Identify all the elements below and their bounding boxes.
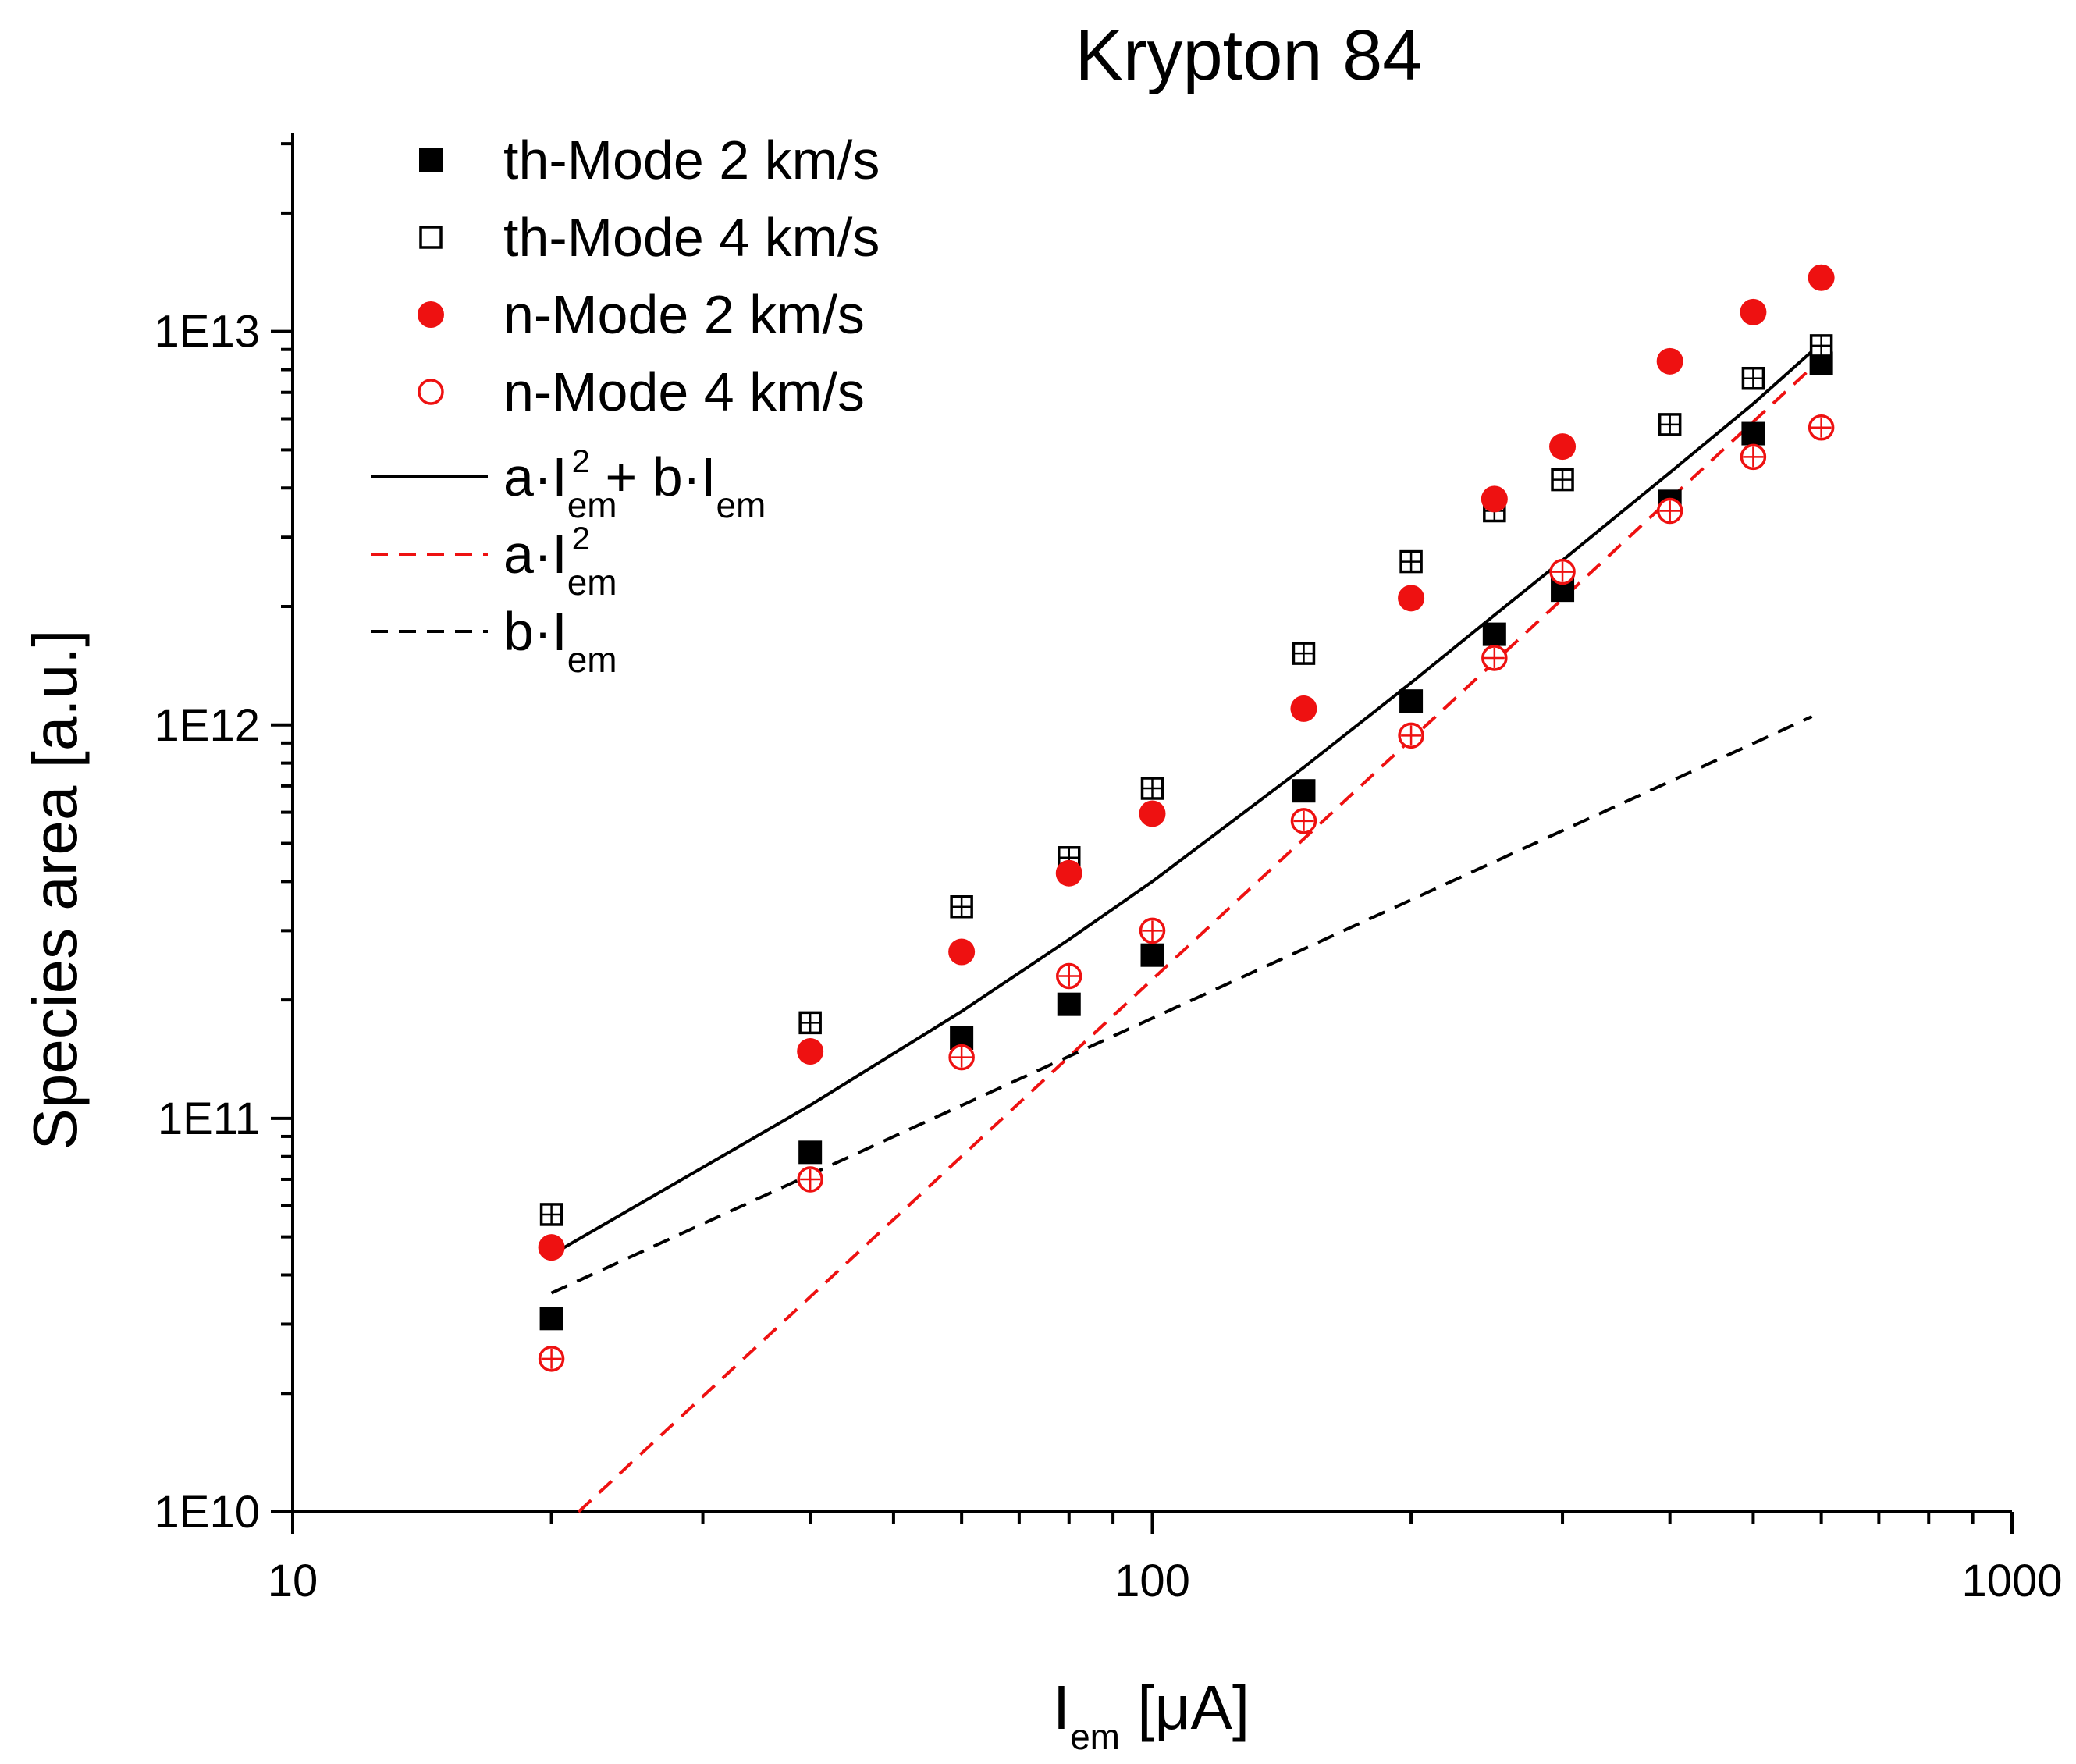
legend-marker: [419, 226, 443, 249]
data-point: [1290, 695, 1317, 722]
legend-label-part: b·I: [503, 601, 567, 662]
data-point: [1808, 264, 1835, 291]
marker-outline: [419, 226, 443, 249]
axes: 10 100 1000 1E10 1E11 1E12 1E13: [155, 133, 2063, 1606]
legend-label-part: + b·I: [590, 446, 716, 507]
legend: th-Mode 2 km/s th-Mode 4 km/s n-Mode 2 km/…: [371, 130, 880, 680]
legend-marker: [419, 148, 443, 172]
legend-label: th-Mode 4 km/s: [503, 207, 880, 268]
data-point: [1292, 779, 1316, 803]
legend-label: a·Iem2 + b·Iem: [503, 443, 766, 525]
data-point: [1740, 298, 1767, 325]
data-point: [798, 1140, 823, 1165]
legend-label-part: em: [716, 485, 766, 525]
legend-label-part: 2: [572, 443, 590, 479]
x-axis-label-sub: em: [1070, 1716, 1120, 1757]
data-point: [1481, 485, 1508, 513]
fit-line-3: [550, 715, 1813, 1295]
data-point: [539, 1307, 563, 1331]
legend-label-part: a·I: [503, 446, 567, 507]
data-point: [1055, 859, 1082, 887]
legend-label: a·Iem 2: [503, 520, 617, 603]
data-point: [1482, 622, 1506, 646]
series-3: [538, 264, 1835, 1261]
legend-label: n-Mode 2 km/s: [503, 284, 865, 345]
data-point: [797, 1038, 824, 1065]
data-point: [1549, 433, 1577, 461]
x-tick-label: 10: [268, 1556, 318, 1606]
legend-label: n-Mode 4 km/s: [503, 361, 865, 422]
legend-label-part: a·I: [503, 524, 567, 585]
series-2: [539, 334, 1833, 1226]
series-1: [539, 351, 1833, 1331]
fit-line-2: [577, 366, 1813, 1513]
x-axis-label-main: I: [1053, 1673, 1070, 1742]
y-tick-label: 1E13: [155, 307, 260, 357]
data-point: [948, 938, 976, 966]
data-point: [1398, 585, 1425, 612]
data-point: [1140, 943, 1164, 967]
marker-outline: [418, 379, 444, 405]
data-point: [1057, 992, 1081, 1016]
x-tick-label: 1000: [1961, 1556, 2062, 1606]
y-tick-label: 1E11: [158, 1094, 260, 1144]
data-point: [538, 1234, 565, 1261]
chart-title: Krypton 84: [1075, 16, 1423, 95]
x-axis-label-rest: [μA]: [1120, 1673, 1250, 1742]
x-axis-label: Iem [μA]: [1053, 1673, 1250, 1757]
data-point: [1399, 689, 1424, 713]
legend-label-part: em: [567, 639, 617, 680]
y-axis-label: Species area [a.u.]: [20, 629, 90, 1150]
fit-lines: [550, 350, 1813, 1513]
data-point: [1139, 800, 1166, 827]
x-tick-label: 100: [1114, 1556, 1190, 1606]
legend-marker: [418, 301, 444, 328]
legend-marker: [418, 379, 444, 405]
legend-label: b·Iem: [503, 601, 617, 680]
legend-label-part: em: [567, 485, 617, 525]
legend-label-part: 2: [572, 520, 590, 557]
data-points: [538, 264, 1835, 1372]
legend-label-part: em: [567, 562, 617, 603]
y-tick-label: 1E12: [155, 700, 260, 751]
data-point: [1741, 421, 1765, 446]
legend-label: th-Mode 2 km/s: [503, 130, 880, 190]
fit-line-1: [550, 350, 1813, 1257]
series-4: [538, 414, 1835, 1372]
y-tick-label: 1E10: [155, 1487, 260, 1538]
data-point: [1656, 347, 1683, 375]
